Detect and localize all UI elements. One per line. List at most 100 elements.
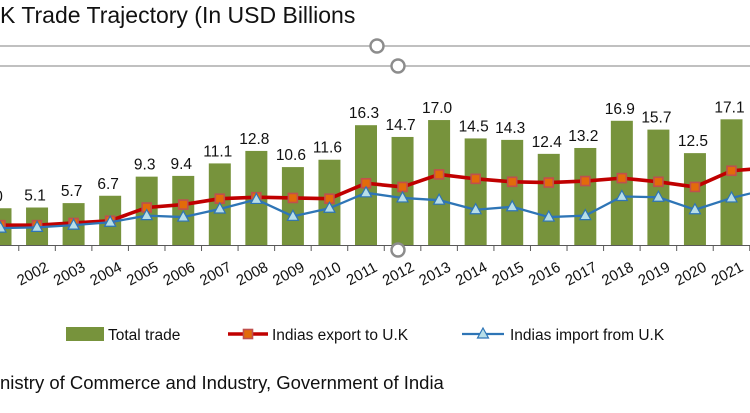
value-label-2019: 15.7 (641, 110, 671, 127)
import-point-2018 (615, 189, 629, 202)
x-tick-label-2012: 2012 (380, 259, 417, 290)
export-point-2013 (433, 169, 445, 180)
import-point-2016 (542, 209, 556, 222)
x-tick-label-2004: 2004 (87, 259, 124, 290)
value-label-2015: 14.3 (495, 120, 525, 137)
value-label-2013: 17.0 (422, 100, 453, 117)
value-label-2003: 5.7 (61, 183, 83, 200)
value-label-2014: 14.5 (459, 118, 489, 135)
export-point-2021 (726, 165, 737, 177)
bar-value-labels: 0 5.1 5.7 6.7 9.3 9.4 11.1 12.8 10.6 11.6 16.3 14.7… (0, 99, 745, 205)
bar-2021 (720, 119, 743, 245)
value-label-2001: 0 (0, 188, 3, 205)
export-point-2016 (543, 177, 555, 188)
x-tick-label-2019: 2019 (636, 259, 673, 290)
export-line (0, 167, 750, 227)
resize-handles[interactable] (369, 38, 406, 258)
import-point-2011 (359, 185, 373, 198)
chart-title: K Trade Trajectory (In USD Billions (0, 2, 356, 28)
x-tick-label-2009: 2009 (270, 259, 307, 290)
value-label-2012: 14.7 (385, 117, 415, 134)
value-label-2021: 17.1 (714, 99, 744, 116)
import-point-2013 (432, 192, 446, 205)
x-tick-label-2016: 2016 (526, 259, 563, 290)
bar-2015 (501, 139, 524, 245)
value-label-2016: 12.4 (532, 134, 563, 151)
x-tick-label-2003: 2003 (51, 259, 88, 290)
import-point-2015 (505, 199, 519, 212)
import-point-2017 (578, 208, 592, 221)
legend-label-import: Indias import from U.K (510, 327, 665, 344)
x-tick-label-2006: 2006 (160, 259, 197, 290)
legend-marker-export (242, 328, 254, 340)
import-point-2002 (30, 220, 44, 232)
export-point-2017 (579, 175, 591, 187)
legend: Total trade Indias export to U.K Indias im… (66, 326, 665, 344)
legend-swatch-total (66, 327, 104, 341)
value-label-2006: 9.4 (170, 156, 192, 173)
import-point-2019 (651, 189, 665, 202)
x-tick-label-2010: 2010 (307, 259, 344, 290)
x-tick-label-2017: 2017 (562, 259, 599, 290)
import-point-2009 (286, 209, 300, 221)
x-tick-label-2014: 2014 (453, 259, 490, 290)
import-point-2021 (724, 190, 739, 203)
resize-handle-top-frame[interactable] (369, 38, 385, 54)
x-tick-label-2008: 2008 (234, 259, 271, 290)
import-point-2004 (103, 214, 117, 227)
bar-2016 (537, 153, 560, 245)
legend-label-export: Indias export to U.K (272, 327, 409, 344)
bar-2020 (683, 153, 706, 245)
resize-handle-bottom-plot[interactable] (390, 242, 406, 258)
export-point-2015 (506, 176, 518, 188)
import-point-2007 (213, 201, 227, 214)
bar-2019 (647, 129, 670, 245)
export-point-2009 (287, 192, 299, 204)
value-label-2020: 12.5 (678, 133, 708, 150)
export-point-2019 (653, 176, 664, 188)
x-axis: 2002 2003 2004 2005 2006 2007 2008 2009 2010 2011… (0, 245, 750, 289)
resize-handle-top-plot[interactable] (390, 58, 406, 74)
export-point-2018 (616, 172, 628, 184)
x-tick-label-2007: 2007 (197, 259, 234, 290)
bar-2013 (428, 120, 451, 245)
import-point-2001 (0, 220, 8, 233)
import-line (0, 191, 750, 230)
import-point-2008 (249, 192, 263, 205)
export-point-2020 (689, 181, 701, 193)
import-point-2014 (469, 202, 483, 215)
value-label-2005: 9.3 (134, 157, 156, 174)
x-tick-label-2020: 2020 (672, 259, 709, 290)
bar-2017 (574, 147, 597, 245)
value-label-2009: 10.6 (276, 147, 306, 164)
import-point-2010 (322, 201, 336, 213)
import-point-2005 (140, 208, 154, 221)
export-point-2006 (177, 199, 189, 210)
x-tick-label-2015: 2015 (489, 259, 526, 290)
export-point-2014 (470, 173, 481, 185)
x-tick-label-2018: 2018 (599, 259, 636, 290)
import-point-2020 (688, 202, 702, 215)
import-point-2003 (67, 217, 81, 230)
x-tick-label-2002: 2002 (14, 259, 51, 290)
value-label-2011: 16.3 (349, 105, 379, 122)
x-tick-label-2005: 2005 (124, 259, 161, 290)
line-series (0, 165, 750, 233)
value-label-2002: 5.1 (24, 188, 46, 205)
import-point-2006 (176, 209, 190, 222)
legend-label-total: Total trade (108, 327, 180, 344)
bar-2014 (464, 138, 487, 245)
bar-2009 (281, 167, 304, 245)
value-label-2018: 16.9 (605, 101, 635, 118)
import-point-2012 (396, 190, 410, 203)
x-tick-label-2011: 2011 (344, 259, 380, 289)
value-label-2017: 13.2 (568, 128, 598, 145)
source-note: nistry of Commerce and Industry, Governm… (0, 372, 444, 393)
export-point-2012 (397, 181, 408, 193)
value-label-2007: 11.1 (203, 143, 232, 160)
x-tick-label-2013: 2013 (416, 259, 453, 290)
value-label-2008: 12.8 (239, 131, 269, 148)
value-label-2010: 11.6 (313, 140, 342, 157)
